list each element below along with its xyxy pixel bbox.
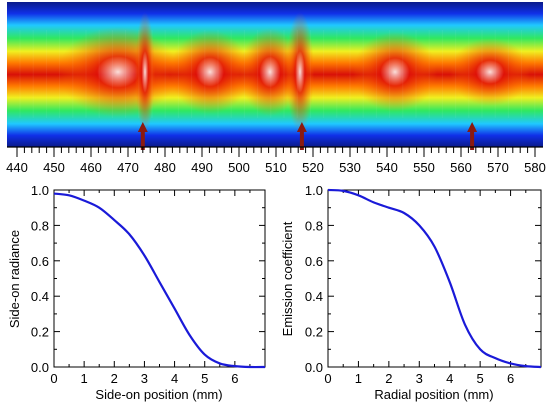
heatmap-x-axis: 440 450 460 470 480 490 500 510 520 530 540 550 560 5… [6,146,546,175]
x-tick-label: 1 [355,371,362,386]
x-tick-label: 530 [339,160,361,175]
heatmap-hot-region [286,12,314,132]
y-tick-label: 0.0 [31,360,49,375]
x-tick-label: 2 [111,371,118,386]
x-axis-title: Side-on position (mm) [95,387,222,402]
heatmap-hot-region [353,32,437,112]
emission-curve [327,188,542,369]
y-tick-label: 0.6 [305,254,323,269]
heatmap-hot-region [58,27,178,117]
x-axis-title: Radial position (mm) [374,387,493,402]
y-tick-label: 0.8 [31,218,49,233]
x-tick-label: 500 [228,160,250,175]
x-tick-label: 580 [524,160,546,175]
x-tick-label: 450 [43,160,65,175]
y-tick-label: 0.4 [31,289,49,304]
x-tick-label: 1 [81,371,88,386]
y-tick-label: 0.0 [305,360,323,375]
x-tick-label: 560 [450,160,472,175]
x-tick-label: 540 [376,160,398,175]
y-tick-label: 0.4 [305,289,323,304]
x-tick-label: 0 [50,371,57,386]
heatmap-hot-region [240,28,300,116]
y-tick-label: 0.6 [31,254,49,269]
x-tick-label: 4 [171,371,178,386]
x-tick-label: 510 [265,160,287,175]
y-tick-label: 0.2 [31,325,49,340]
x-tick-label: 5 [477,371,484,386]
x-tick-label: 6 [231,371,238,386]
x-tick-label: 4 [446,371,453,386]
x-tick-label: 490 [191,160,213,175]
position-marker-arrow [467,122,478,150]
y-axis-title: Emission coefficient [280,221,295,336]
heatmap-hot-region [170,30,250,114]
position-marker-arrow [137,122,148,150]
side-on-radiance-plot: 0 1 2 3 4 5 6 0.0 0.2 0.4 0.6 0.8 1.0 Side-on positi… [7,183,266,402]
emission-coefficient-plot: 0 1 2 3 4 5 6 0.0 0.2 0.4 0.6 0.8 1.0 Radial positio… [280,183,542,402]
x-tick-label: 5 [201,371,208,386]
y-tick-label: 1.0 [31,183,49,198]
x-tick-label: 520 [302,160,324,175]
position-marker-arrow [296,122,307,150]
y-tick-label: 1.0 [305,183,323,198]
x-tick-label: 3 [141,371,148,386]
plot-frame [53,189,266,368]
x-tick-label: 2 [385,371,392,386]
heatmap-markers [137,122,478,150]
x-tick-label: 440 [6,160,28,175]
radiance-curve [53,192,266,369]
heatmap-hot-region [450,38,530,106]
x-tick-label: 550 [413,160,435,175]
x-tick-label: 470 [117,160,139,175]
x-tick-label: 3 [416,371,423,386]
x-tick-label: 460 [80,160,102,175]
y-tick-label: 0.2 [305,325,323,340]
spectral-heatmap [7,2,543,147]
heatmap-hot-region [135,12,155,132]
x-tick-label: 570 [487,160,509,175]
x-tick-label: 6 [507,371,514,386]
y-axis-title: Side-on radiance [7,230,22,328]
plot-frame [327,189,542,368]
x-tick-label: 0 [324,371,331,386]
x-tick-label: 480 [154,160,176,175]
y-tick-label: 0.8 [305,218,323,233]
